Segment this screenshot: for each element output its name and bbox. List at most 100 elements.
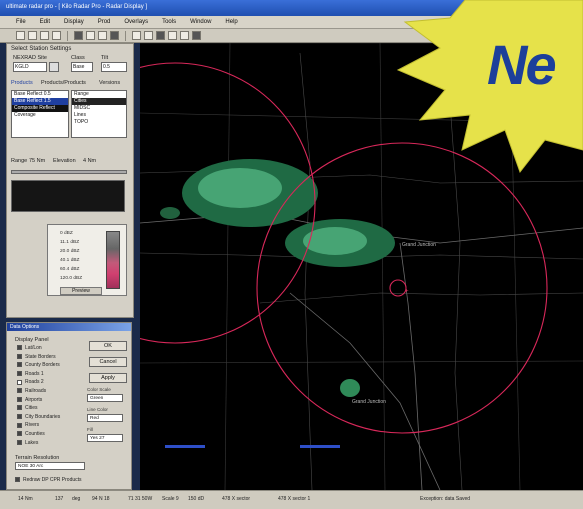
cancel-button[interactable]: Cancel [89,357,127,367]
radar-icon[interactable] [74,31,83,40]
menu-file[interactable]: File [16,19,26,25]
overlay-item[interactable]: Lines [74,112,86,118]
fill-select[interactable]: Yes 27 [87,434,123,442]
menu-overlays[interactable]: Overlays [124,19,149,25]
option-checkbox[interactable]: Counties [17,431,45,437]
option-checkbox[interactable]: Rivers [17,422,39,428]
option-checkbox[interactable]: County Borders [17,362,60,368]
range-labels: + [405,289,409,295]
checkbox-box[interactable] [17,413,22,419]
menu-tools[interactable]: Tools [162,19,177,25]
save-icon[interactable] [40,31,49,40]
option-checkbox[interactable]: Roads 1 [17,371,44,377]
measure-icon[interactable] [180,31,189,40]
option-checkbox[interactable]: Railroads [17,388,46,394]
checkbox-box[interactable] [17,353,22,359]
checkbox-box[interactable] [17,405,22,411]
zoom-in-icon[interactable] [86,31,95,40]
product-item[interactable]: Base Reflect 0.5 [14,91,51,97]
legend-value: 60.4 dBZ [60,267,80,272]
checkbox-label: Roads 2 [25,379,44,386]
scale-bar-segment [300,445,340,448]
menu-help[interactable]: Help [225,19,238,25]
checkbox-box[interactable] [17,422,22,428]
status-lon: 71 31 50W [128,496,153,502]
checkbox-label: Airports [25,396,43,403]
checkbox-label: Roads 1 [25,370,44,377]
tilt-label: Tilt [101,55,109,61]
product-item[interactable]: Composite Reflect [12,105,68,112]
scale-bar-segment [165,445,205,448]
option-checkbox[interactable]: Lakes [17,440,38,446]
city-labels: Grand Junction Grand Junction [352,242,436,405]
preview-button[interactable]: Preview [60,287,102,295]
overlay-icon[interactable] [132,31,141,40]
loop-icon[interactable] [110,31,119,40]
overlay-item[interactable]: TOPO [74,119,89,125]
line-color-select[interactable]: Red [87,414,123,422]
zoom-out-icon[interactable] [98,31,107,40]
play-icon[interactable] [156,31,165,40]
redraw-checkbox[interactable]: Redraw DP CPR Products [15,477,82,483]
echo-cell [160,207,180,219]
station-select[interactable]: KGLD [13,62,47,72]
checkbox-box[interactable] [17,370,22,376]
print-icon[interactable] [52,31,61,40]
stop-icon[interactable] [168,31,177,40]
checkbox-box[interactable] [17,345,22,351]
range-slider[interactable] [11,170,127,174]
product-item[interactable]: Coverage [14,112,36,118]
tab-products-products[interactable]: Products/Products [41,80,86,86]
border-line [259,292,583,304]
grid-line [509,43,521,490]
echo-cell [303,227,367,255]
settings-icon[interactable] [144,31,153,40]
site-ring [389,279,407,297]
info-icon[interactable] [192,31,201,40]
tab-versions[interactable]: Versions [99,80,121,86]
checkbox-box[interactable] [17,388,22,394]
overlay-item[interactable]: Cities [72,98,126,105]
display-group-label: Display Panel [15,337,49,343]
color-scale-select[interactable]: Green [87,394,123,402]
product-item[interactable]: Base Reflect 1.5 [12,98,68,105]
checkbox-box[interactable] [17,362,22,368]
checkbox-box[interactable] [17,379,22,385]
option-checkbox[interactable]: Roads 2 [17,379,44,385]
menu-edit[interactable]: Edit [39,19,51,25]
option-checkbox[interactable]: State Borders [17,354,56,360]
checkbox-box[interactable] [15,477,20,483]
option-checkbox[interactable]: Airports [17,397,42,403]
overlay-item[interactable]: MIDSC [74,105,91,111]
grid-line [140,360,583,364]
menu-display[interactable]: Display [64,19,84,25]
checkbox-box[interactable] [17,396,22,402]
tab-products[interactable]: Products [11,80,33,86]
radar-echoes [160,159,395,397]
radar-map-canvas[interactable]: + Grand Junction Grand Junction [140,43,583,490]
option-checkbox[interactable]: City Boundaries [17,414,60,420]
color-legend: 0 dBZ 11.1 dBZ 20.0 dBZ 40.1 dBZ 60.4 dB… [47,224,127,296]
tilt-select[interactable]: 0.5 [101,62,127,72]
option-checkbox[interactable]: Cities [17,405,38,411]
new-icon[interactable] [16,31,25,40]
class-select[interactable]: Base [71,62,93,72]
range-value: 75 Nm [29,158,46,164]
menu-window[interactable]: Window [190,19,212,25]
option-checkbox[interactable]: Lat/Lon [17,345,42,351]
radar-map[interactable]: + Grand Junction Grand Junction [140,43,583,490]
overlay-item[interactable]: Range [74,91,89,97]
terrain-select[interactable]: NOE 30 Arc [15,462,85,470]
apply-button[interactable]: Apply [89,373,127,383]
city-label: Grand Junction [402,242,436,248]
open-icon[interactable] [28,31,37,40]
station-stepper[interactable] [49,62,59,72]
status-unit: deg [72,496,81,502]
menu-prod[interactable]: Prod [97,19,111,25]
ok-button[interactable]: OK [89,341,127,351]
menu-bar: File Edit Display Prod Overlays Tools Wi… [0,16,583,29]
toolbar-separator [125,30,126,41]
checkbox-box[interactable] [17,431,22,437]
status-range: 14 Nm [18,496,33,502]
checkbox-box[interactable] [17,439,22,445]
